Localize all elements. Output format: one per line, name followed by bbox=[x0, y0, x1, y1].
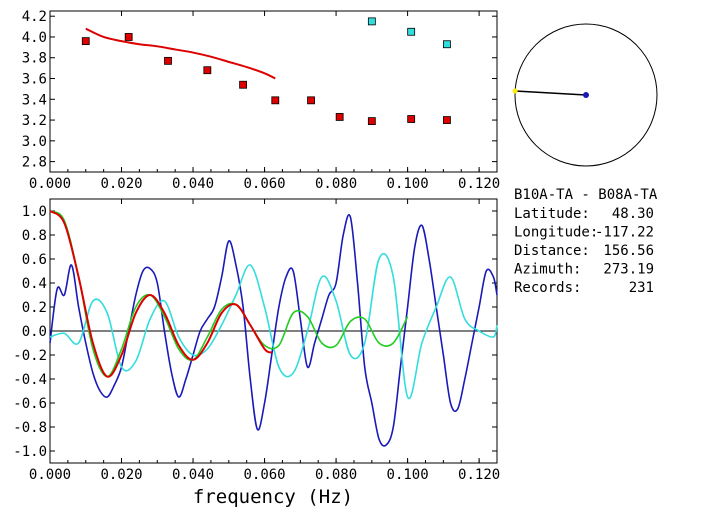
x-axis-label: frequency (Hz) bbox=[193, 486, 353, 508]
dispersion-xtick-label: 0.000 bbox=[29, 176, 71, 192]
dispersion-ytick-label: 3.2 bbox=[22, 113, 47, 129]
correlation-series-line bbox=[49, 210, 409, 378]
info-value: 48.30 bbox=[612, 206, 654, 222]
info-value: -117.22 bbox=[595, 225, 654, 241]
azimuth-end-dot bbox=[512, 88, 518, 94]
info-value: 156.56 bbox=[603, 243, 654, 259]
correlation-xtick-label: 0.020 bbox=[100, 467, 142, 483]
correlation-series-line bbox=[49, 252, 498, 400]
dispersion-ytick-label: 2.8 bbox=[22, 155, 47, 171]
dispersion-point bbox=[81, 37, 90, 46]
correlation-ytick-label: 0.2 bbox=[22, 300, 47, 316]
dispersion-xtick-label: 0.060 bbox=[243, 176, 285, 192]
dispersion-xtick-label: 0.100 bbox=[387, 176, 429, 192]
dispersion-xtick-label: 0.120 bbox=[458, 176, 500, 192]
dispersion-point bbox=[367, 117, 376, 126]
dispersion-xtick-label: 0.020 bbox=[100, 176, 142, 192]
azimuth-line bbox=[515, 90, 587, 96]
correlation-ytick-label: -0.8 bbox=[13, 420, 47, 436]
dispersion-point bbox=[335, 113, 344, 121]
correlation-ytick-label: -1.0 bbox=[13, 444, 47, 460]
correlation-xtick-label: 0.000 bbox=[29, 467, 71, 483]
dispersion-point bbox=[124, 33, 133, 41]
info-value: 273.19 bbox=[603, 262, 654, 278]
dispersion-ytick-label: 4.2 bbox=[22, 9, 47, 25]
info-label: Longitude: bbox=[514, 225, 598, 241]
info-label: Latitude: bbox=[514, 206, 590, 222]
dispersion-ytick-label: 3.6 bbox=[22, 72, 47, 88]
correlation-ytick-label: 0.6 bbox=[22, 252, 47, 268]
dispersion-ytick-label: 3.8 bbox=[22, 51, 47, 67]
station-pair: B10A-TA - B08A-TA bbox=[514, 187, 658, 203]
dispersion-point bbox=[271, 96, 280, 105]
dispersion-ytick-label: 3.0 bbox=[22, 134, 47, 150]
dispersion-point bbox=[239, 80, 248, 89]
correlation-xtick-label: 0.100 bbox=[387, 467, 429, 483]
correlation-xtick-label: 0.080 bbox=[315, 467, 357, 483]
dispersion-frame bbox=[49, 10, 498, 173]
correlation-ytick-label: 0.4 bbox=[22, 276, 47, 292]
dispersion-xtick-label: 0.040 bbox=[172, 176, 214, 192]
correlation-ytick-label: -0.2 bbox=[13, 348, 47, 364]
dispersion-point bbox=[307, 96, 315, 105]
correlation-panel: 0.000 0.020 0.040 0.060 0.080 0.100 0.120 -1.0 -… bbox=[13, 198, 500, 508]
dispersion-point bbox=[164, 56, 172, 65]
correlation-ytick-label: 0.8 bbox=[22, 228, 47, 244]
dispersion-xtick-label: 0.080 bbox=[315, 176, 357, 192]
correlation-ytick-label: -0.4 bbox=[13, 372, 47, 388]
dispersion-ytick-label: 4.0 bbox=[22, 30, 47, 46]
station-info: B10A-TA - B08A-TA Latitude: 48.30 Longitud… bbox=[514, 187, 658, 296]
correlation-ytick-label: 1.0 bbox=[22, 204, 47, 220]
info-label: Distance: bbox=[514, 243, 590, 259]
dispersion-panel: 0.000 0.020 0.040 0.060 0.080 0.100 0.120 2.8 3.… bbox=[22, 9, 500, 192]
dispersion-point bbox=[203, 66, 212, 75]
correlation-series-line bbox=[49, 210, 273, 378]
correlation-xtick-label: 0.040 bbox=[172, 467, 214, 483]
correlation-ytick-label: 0.0 bbox=[22, 324, 47, 340]
dispersion-point bbox=[367, 17, 376, 26]
azimuth-panel bbox=[512, 23, 658, 167]
azimuth-center-dot bbox=[583, 92, 589, 98]
dispersion-ytick-label: 3.4 bbox=[22, 92, 47, 108]
dispersion-point bbox=[443, 40, 451, 49]
correlation-ytick-label: -0.6 bbox=[13, 396, 47, 412]
azimuth-circle bbox=[514, 23, 658, 167]
info-value: 231 bbox=[629, 280, 654, 296]
dispersion-point bbox=[407, 27, 416, 36]
info-label: Azimuth: bbox=[514, 262, 581, 278]
dispersion-series-line bbox=[85, 27, 276, 80]
correlation-series-line bbox=[49, 214, 498, 447]
dispersion-point bbox=[407, 115, 416, 123]
correlation-xtick-label: 0.060 bbox=[243, 467, 285, 483]
dispersion-point bbox=[443, 116, 451, 124]
correlation-xtick-label: 0.120 bbox=[458, 467, 500, 483]
info-label: Records: bbox=[514, 280, 581, 296]
